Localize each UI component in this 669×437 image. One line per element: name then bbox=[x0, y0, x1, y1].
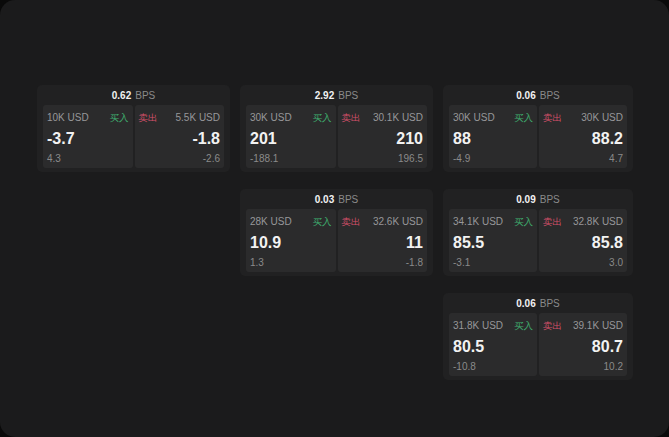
buy-badge: 买入 bbox=[313, 216, 332, 228]
bps-header: 0.09 BPS bbox=[449, 194, 627, 209]
buy-sub-value: -10.8 bbox=[453, 361, 533, 373]
bps-value: 0.62 bbox=[112, 90, 131, 102]
quote-card: 0.03 BPS 28K USD 买入 10.9 1.3 卖出 32.6K US… bbox=[240, 189, 433, 276]
sell-size-label: 32.8K USD bbox=[573, 216, 623, 228]
sell-price: 210 bbox=[342, 129, 424, 148]
buy-price: 10.9 bbox=[250, 233, 332, 252]
sell-badge: 卖出 bbox=[342, 112, 361, 124]
sell-sub-value: 3.0 bbox=[543, 257, 623, 269]
buy-badge: 买入 bbox=[514, 112, 533, 124]
sell-panel[interactable]: 卖出 32.6K USD 11 -1.8 bbox=[338, 209, 428, 272]
buy-badge: 买入 bbox=[110, 112, 129, 124]
buy-price: -3.7 bbox=[47, 129, 129, 148]
buy-panel[interactable]: 28K USD 买入 10.9 1.3 bbox=[246, 209, 336, 272]
sell-panel[interactable]: 卖出 32.8K USD 85.8 3.0 bbox=[539, 209, 627, 272]
sell-size-label: 5.5K USD bbox=[176, 112, 220, 124]
sell-size-label: 30.1K USD bbox=[373, 112, 423, 124]
sell-badge: 卖出 bbox=[543, 216, 562, 228]
bps-unit-label: BPS bbox=[540, 194, 560, 206]
buy-size-label: 34.1K USD bbox=[453, 216, 503, 228]
bps-header: 0.62 BPS bbox=[43, 90, 224, 105]
buy-size-label: 30K USD bbox=[250, 112, 292, 124]
quote-panels: 34.1K USD 买入 85.5 -3.1 卖出 32.8K USD 85.8… bbox=[449, 209, 627, 272]
quote-card: 0.62 BPS 10K USD 买入 -3.7 4.3 卖出 5.5K USD… bbox=[37, 85, 230, 172]
buy-sub-value: 4.3 bbox=[47, 153, 129, 165]
buy-price: 85.5 bbox=[453, 233, 533, 252]
sell-panel[interactable]: 卖出 5.5K USD -1.8 -2.6 bbox=[135, 105, 225, 168]
sell-sub-value: 4.7 bbox=[543, 153, 623, 165]
quote-card: 0.06 BPS 30K USD 买入 88 -4.9 卖出 30K USD 8… bbox=[443, 85, 633, 172]
buy-badge: 买入 bbox=[514, 216, 533, 228]
sell-size-label: 39.1K USD bbox=[573, 320, 623, 332]
bps-header: 0.06 BPS bbox=[449, 90, 627, 105]
quote-panels: 31.8K USD 买入 80.5 -10.8 卖出 39.1K USD 80.… bbox=[449, 313, 627, 376]
quote-card: 0.09 BPS 34.1K USD 买入 85.5 -3.1 卖出 32.8K… bbox=[443, 189, 633, 276]
bps-value: 0.03 bbox=[315, 194, 334, 206]
sell-size-label: 32.6K USD bbox=[373, 216, 423, 228]
bps-header: 2.92 BPS bbox=[246, 90, 427, 105]
buy-size-label: 31.8K USD bbox=[453, 320, 503, 332]
sell-sub-value: -2.6 bbox=[139, 153, 221, 165]
buy-sub-value: 1.3 bbox=[250, 257, 332, 269]
quote-panels: 10K USD 买入 -3.7 4.3 卖出 5.5K USD -1.8 -2.… bbox=[43, 105, 224, 168]
quote-card: 2.92 BPS 30K USD 买入 201 -188.1 卖出 30.1K … bbox=[240, 85, 433, 172]
quote-panels: 30K USD 买入 88 -4.9 卖出 30K USD 88.2 4.7 bbox=[449, 105, 627, 168]
buy-size-label: 10K USD bbox=[47, 112, 89, 124]
sell-price: -1.8 bbox=[139, 129, 221, 148]
sell-panel[interactable]: 卖出 39.1K USD 80.7 10.2 bbox=[539, 313, 627, 376]
buy-badge: 买入 bbox=[313, 112, 332, 124]
bps-unit-label: BPS bbox=[135, 90, 155, 102]
buy-price: 80.5 bbox=[453, 337, 533, 356]
bps-value: 0.06 bbox=[516, 298, 535, 310]
sell-sub-value: 196.5 bbox=[342, 153, 424, 165]
bps-unit-label: BPS bbox=[540, 298, 560, 310]
sell-price: 88.2 bbox=[543, 129, 623, 148]
bps-unit-label: BPS bbox=[540, 90, 560, 102]
sell-badge: 卖出 bbox=[139, 112, 158, 124]
buy-price: 88 bbox=[453, 129, 533, 148]
sell-sub-value: 10.2 bbox=[543, 361, 623, 373]
sell-panel[interactable]: 卖出 30K USD 88.2 4.7 bbox=[539, 105, 627, 168]
buy-panel[interactable]: 10K USD 买入 -3.7 4.3 bbox=[43, 105, 133, 168]
quote-panels: 30K USD 买入 201 -188.1 卖出 30.1K USD 210 1… bbox=[246, 105, 427, 168]
buy-size-label: 30K USD bbox=[453, 112, 495, 124]
bps-value: 0.06 bbox=[516, 90, 535, 102]
buy-panel[interactable]: 30K USD 买入 88 -4.9 bbox=[449, 105, 537, 168]
buy-sub-value: -188.1 bbox=[250, 153, 332, 165]
sell-sub-value: -1.8 bbox=[342, 257, 424, 269]
bps-unit-label: BPS bbox=[338, 194, 358, 206]
quotes-grid: 0.62 BPS 10K USD 买入 -3.7 4.3 卖出 5.5K USD… bbox=[37, 85, 633, 380]
app-window: 0.62 BPS 10K USD 买入 -3.7 4.3 卖出 5.5K USD… bbox=[0, 0, 669, 437]
buy-sub-value: -4.9 bbox=[453, 153, 533, 165]
buy-panel[interactable]: 34.1K USD 买入 85.5 -3.1 bbox=[449, 209, 537, 272]
bps-header: 0.06 BPS bbox=[449, 298, 627, 313]
buy-size-label: 28K USD bbox=[250, 216, 292, 228]
buy-price: 201 bbox=[250, 129, 332, 148]
sell-price: 11 bbox=[342, 233, 424, 252]
buy-sub-value: -3.1 bbox=[453, 257, 533, 269]
buy-badge: 买入 bbox=[514, 320, 533, 332]
sell-price: 80.7 bbox=[543, 337, 623, 356]
bps-value: 0.09 bbox=[516, 194, 535, 206]
sell-badge: 卖出 bbox=[543, 320, 562, 332]
bps-header: 0.03 BPS bbox=[246, 194, 427, 209]
sell-price: 85.8 bbox=[543, 233, 623, 252]
sell-size-label: 30K USD bbox=[581, 112, 623, 124]
sell-badge: 卖出 bbox=[543, 112, 562, 124]
bps-unit-label: BPS bbox=[338, 90, 358, 102]
sell-panel[interactable]: 卖出 30.1K USD 210 196.5 bbox=[338, 105, 428, 168]
quote-panels: 28K USD 买入 10.9 1.3 卖出 32.6K USD 11 -1.8 bbox=[246, 209, 427, 272]
bps-value: 2.92 bbox=[315, 90, 334, 102]
buy-panel[interactable]: 31.8K USD 买入 80.5 -10.8 bbox=[449, 313, 537, 376]
sell-badge: 卖出 bbox=[342, 216, 361, 228]
buy-panel[interactable]: 30K USD 买入 201 -188.1 bbox=[246, 105, 336, 168]
quote-card: 0.06 BPS 31.8K USD 买入 80.5 -10.8 卖出 39.1… bbox=[443, 293, 633, 380]
